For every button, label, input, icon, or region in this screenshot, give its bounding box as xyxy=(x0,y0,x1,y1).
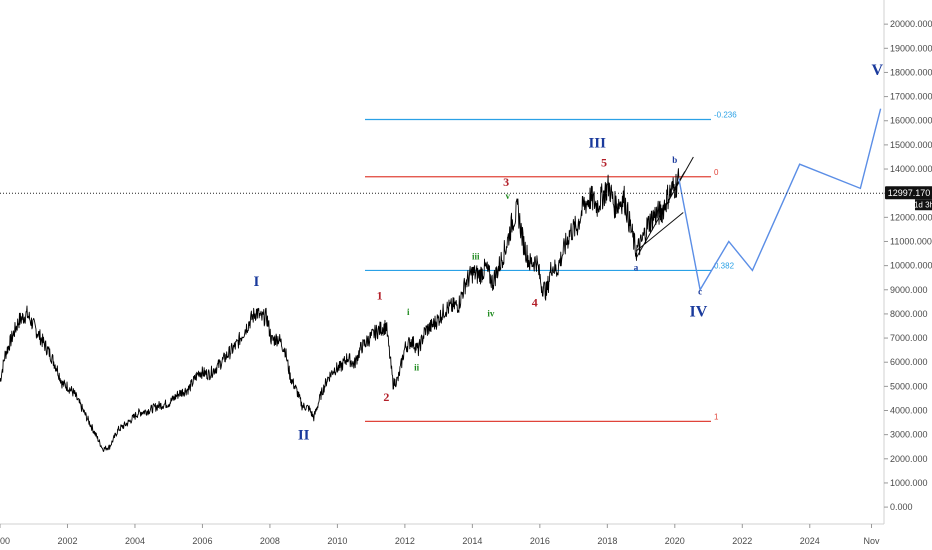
price-tick-label-9: 9000.000 xyxy=(890,285,928,295)
wave-label-10: i xyxy=(407,307,410,317)
price-tick-label-5: 5000.000 xyxy=(890,381,928,391)
wave-label-4: V xyxy=(871,62,883,79)
wave-label-15: a xyxy=(634,262,639,272)
current-price-label: 12997.170 xyxy=(888,188,931,198)
price-tick-label-12: 12000.000 xyxy=(890,212,932,222)
fib-label-2: 0.382 xyxy=(714,261,735,270)
price-tick-label-8: 8000.000 xyxy=(890,309,928,319)
time-tick-label-2: 2004 xyxy=(125,536,145,546)
time-tick-label-1: 2002 xyxy=(57,536,77,546)
fib-levels: -0.236 0 0.382 1 xyxy=(365,111,737,422)
price-tick-label-20: 20000.000 xyxy=(890,19,932,29)
wave-label-14: v xyxy=(506,191,511,201)
price-tick-label-19: 19000.000 xyxy=(890,43,932,53)
price-tick-label-18: 18000.000 xyxy=(890,67,932,77)
projection-line xyxy=(678,108,882,292)
price-tick-label-7: 7000.000 xyxy=(890,333,928,343)
price-tick-label-11: 11000.000 xyxy=(890,236,932,246)
time-tick-label-9: 2018 xyxy=(597,536,617,546)
current-price-tag xyxy=(885,186,932,200)
wave-label-0: I xyxy=(254,274,260,290)
wave-label-6: 2 xyxy=(383,390,389,404)
time-tick-label-13: Nov xyxy=(864,536,881,546)
wave-label-13: iv xyxy=(487,308,495,318)
time-tick-label-3: 2006 xyxy=(192,536,212,546)
wave-label-7: 3 xyxy=(503,175,509,189)
wave-label-12: iii xyxy=(472,252,480,262)
price-series xyxy=(0,168,680,452)
fib-label-1: 0 xyxy=(714,168,719,177)
projection-series xyxy=(678,108,882,292)
time-tick-label-4: 2008 xyxy=(260,536,280,546)
wave-label-5: 1 xyxy=(377,288,383,302)
axis-corner xyxy=(884,524,932,550)
time-tick-label-8: 2016 xyxy=(530,536,550,546)
time-tick-label-6: 2012 xyxy=(395,536,415,546)
fib-label-0: -0.236 xyxy=(714,111,737,120)
price-tick-label-0: 0.000 xyxy=(890,502,913,512)
time-tick-label-7: 2014 xyxy=(462,536,482,546)
price-tick-label-10: 10000.000 xyxy=(890,261,932,271)
price-tick-label-16: 16000.000 xyxy=(890,116,932,126)
fib-label-3: 1 xyxy=(714,412,719,421)
wave-label-16: b xyxy=(672,155,677,165)
wave-label-17: c xyxy=(698,287,702,297)
wave-label-9: 5 xyxy=(601,156,607,170)
price-tick-label-15: 15000.000 xyxy=(890,140,932,150)
price-tick-label-3: 3000.000 xyxy=(890,430,928,440)
price-line xyxy=(0,168,680,452)
time-tick-label-5: 2010 xyxy=(327,536,347,546)
wave-label-3: IV xyxy=(690,303,708,320)
wave-label-8: 4 xyxy=(532,296,538,310)
wave-label-11: ii xyxy=(414,363,420,373)
wave-label-2: III xyxy=(588,135,606,151)
price-tick-label-1: 1000.000 xyxy=(890,478,928,488)
time-tick-label-11: 2022 xyxy=(732,536,752,546)
time-tick-label-12: 2024 xyxy=(800,536,820,546)
countdown-tag xyxy=(915,199,932,211)
time-tick-label-10: 2020 xyxy=(665,536,685,546)
trendline-1 xyxy=(635,212,684,252)
price-tick-label-4: 4000.000 xyxy=(890,406,928,416)
price-tick-label-14: 14000.000 xyxy=(890,164,932,174)
price-tick-label-17: 17000.000 xyxy=(890,92,932,102)
time-tick-label-0: 2000 xyxy=(0,536,10,546)
countdown-label: 1d 3h xyxy=(914,201,932,210)
price-tick-label-6: 6000.000 xyxy=(890,357,928,367)
wave-label-1: II xyxy=(298,427,310,443)
price-tick-label-2: 2000.000 xyxy=(890,454,928,464)
current-price: 12997.170 1d 3h xyxy=(0,186,932,211)
